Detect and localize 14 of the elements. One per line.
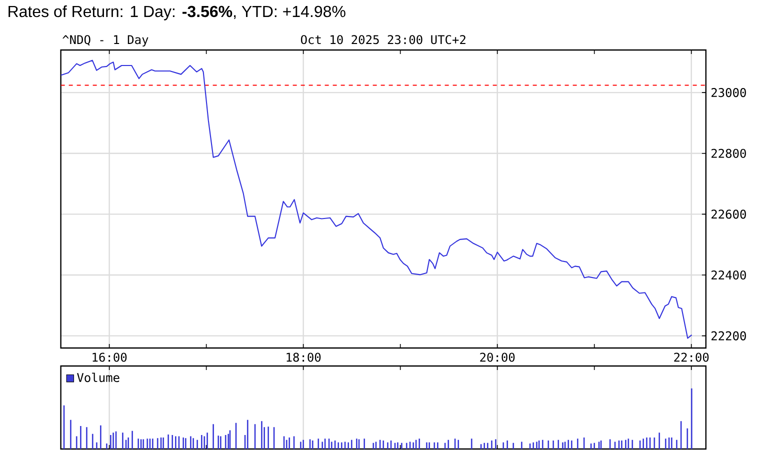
chart-title: Rates of Return: 1 Day: -3.56%, YTD: +14.98% — [8, 5, 346, 20]
x-tick-label: 22:00 — [674, 352, 709, 362]
line-series — [60, 60, 692, 339]
y-tick-label: 23000 — [712, 88, 746, 98]
x-tick-label: 20:00 — [480, 352, 515, 362]
y-tick-label: 22600 — [712, 210, 746, 219]
legend-label: Volume — [77, 372, 120, 382]
y-tick-label: 22400 — [712, 270, 746, 280]
text: Oct 10 2025 23:00 UTC+2 — [300, 35, 466, 44]
y-tick-label: 22800 — [712, 148, 746, 158]
x-tick-label: 18:00 — [286, 352, 321, 362]
chart-subtitle: ^NDQ - 1 Day — [62, 35, 148, 46]
x-tick-label: 16:00 — [92, 352, 127, 362]
y-tick-label: 22200 — [712, 331, 746, 340]
